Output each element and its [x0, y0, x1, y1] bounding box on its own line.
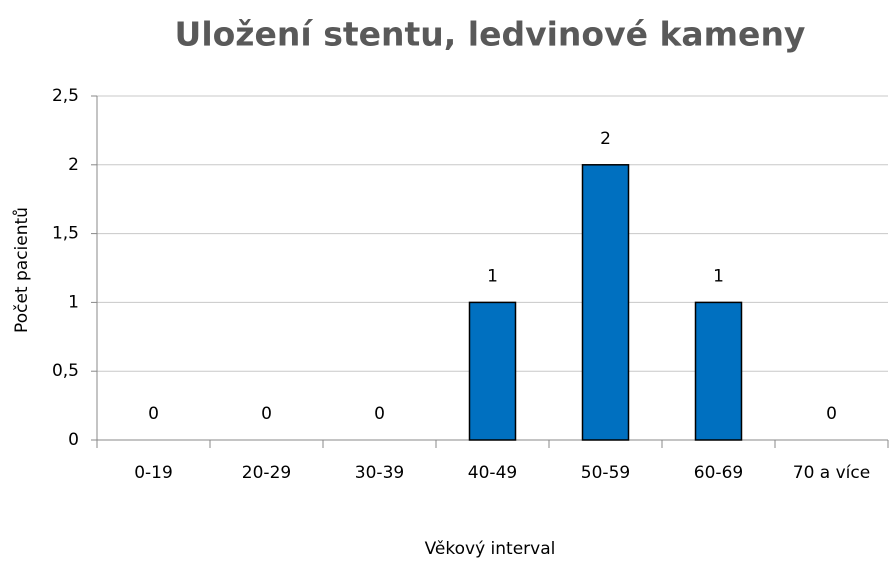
- data-label: 0: [374, 404, 385, 424]
- data-label: 1: [487, 266, 498, 286]
- data-label: 1: [713, 266, 724, 286]
- data-label: 0: [826, 404, 837, 424]
- bar: [468, 301, 517, 441]
- chart-title: Uložení stentu, ledvinové kameny: [175, 15, 806, 54]
- x-axis-label: Věkový interval: [425, 539, 556, 559]
- x-tick-label: 30-39: [355, 463, 404, 483]
- x-tick-label: 70 a více: [793, 463, 870, 483]
- x-tick-label: 60-69: [694, 463, 743, 483]
- y-axis-label: Počet pacientů: [12, 207, 32, 333]
- y-tick-label: 0: [68, 430, 79, 450]
- y-tick-label: 1: [68, 292, 79, 312]
- bar: [694, 301, 743, 441]
- bar: [581, 164, 630, 441]
- y-tick-label: 2,5: [52, 86, 79, 106]
- y-tick-label: 2: [68, 155, 79, 175]
- x-tick-label: 20-29: [242, 463, 291, 483]
- data-label: 2: [600, 129, 611, 149]
- y-tick-label: 1,5: [52, 224, 79, 244]
- y-tick-label: 0,5: [52, 361, 79, 381]
- x-tick-label: 40-49: [468, 463, 517, 483]
- data-label: 0: [261, 404, 272, 424]
- x-tick-label: 0-19: [134, 463, 173, 483]
- data-label: 0: [148, 404, 159, 424]
- x-tick-label: 50-59: [581, 463, 630, 483]
